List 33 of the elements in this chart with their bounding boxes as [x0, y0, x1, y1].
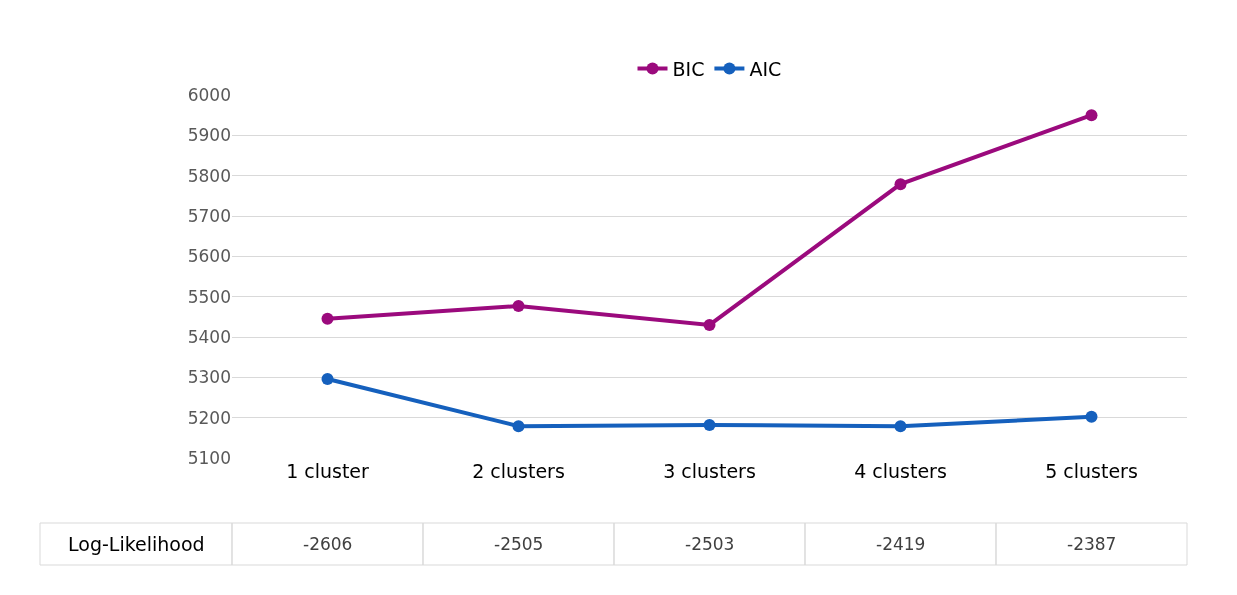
text: -2503	[685, 534, 735, 554]
y-tick-label: 5400	[187, 326, 231, 347]
text: -2419	[876, 534, 926, 554]
y-tick-label: 5500	[187, 286, 231, 307]
x-tick-label: 2 clusters	[472, 460, 565, 482]
x-tick-label: 4 clusters	[854, 460, 947, 482]
point	[321, 312, 334, 325]
y-tick-label: 5600	[187, 246, 231, 267]
y-tick-label: 5100	[187, 447, 231, 468]
y-tick-label: 6000	[187, 84, 231, 105]
point	[1085, 109, 1098, 122]
y-tick-label: 5800	[187, 165, 231, 186]
point	[703, 318, 716, 331]
point	[894, 420, 907, 433]
point	[894, 178, 907, 191]
y-tick-label: 5300	[187, 367, 231, 388]
text: -2505	[494, 534, 544, 554]
point	[512, 299, 525, 312]
text: Log-Likelihood	[68, 533, 205, 555]
point	[1085, 410, 1098, 423]
y-tick-label: 5200	[187, 407, 231, 428]
text: -2606	[303, 534, 353, 554]
y-tick-label: 5700	[187, 205, 231, 226]
y-tick-label: 5900	[187, 125, 231, 146]
point	[321, 372, 334, 385]
legend-label: AIC	[749, 58, 782, 80]
x-tick-label: 3 clusters	[663, 460, 756, 482]
point	[703, 418, 716, 431]
legend-label: BIC	[672, 58, 705, 80]
text: -2387	[1067, 534, 1117, 554]
point	[512, 420, 525, 433]
x-tick-label: 5 clusters	[1045, 460, 1138, 482]
x-tick-label: 1 cluster	[286, 460, 370, 482]
